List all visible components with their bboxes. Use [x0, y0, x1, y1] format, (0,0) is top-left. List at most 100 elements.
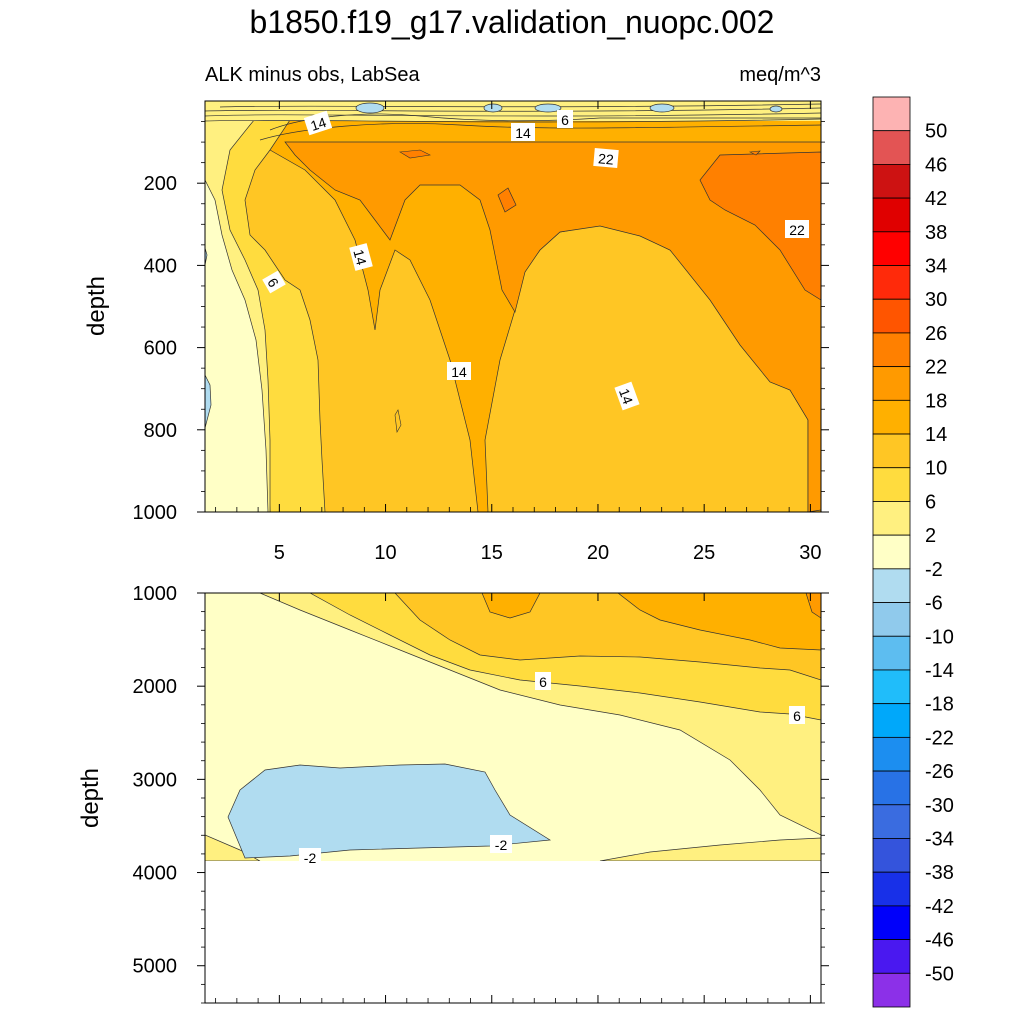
upper-band-minus2-2: [205, 179, 269, 512]
colorbar-swatch: [872, 197, 911, 233]
colorbar-swatch: [872, 534, 911, 570]
colorbar-swatch: [872, 838, 911, 873]
colorbar-level-label: -22: [925, 727, 954, 749]
upper-contour-labels: 14 14 6 22 22 14 6 14 14: [262, 110, 809, 411]
colorbar-level-label: 30: [925, 289, 947, 311]
lower-y-tick-label: 3000: [133, 769, 178, 791]
colorbar-level-label: 26: [925, 323, 947, 345]
colorbar-level-label: 14: [925, 424, 947, 446]
upper-contour-label: 14: [616, 386, 636, 406]
colorbar-level-label: -34: [925, 828, 954, 850]
lower-band-2-6-bottom-right: [599, 837, 821, 861]
lower-contour-label: -2: [495, 837, 508, 853]
upper-x-tick-label: 25: [693, 542, 715, 564]
upper-contour-label: 14: [308, 114, 328, 134]
lower-panel: 1000 2000 3000 4000 5000 6 6 -2 -2 depth: [77, 583, 829, 1004]
colorbar-swatch: [872, 231, 911, 266]
colorbar-swatch: [872, 501, 911, 536]
upper-band-22-26-patch: [497, 187, 517, 213]
colorbar-level-label: 42: [925, 188, 947, 210]
colorbar-swatch: [872, 972, 911, 1008]
upper-x-tick-label: 20: [587, 542, 609, 564]
upper-axis-ticks: 5 10 15 20 25 30 200 400 600 800 1000: [133, 101, 829, 564]
upper-y-tick-label: 400: [144, 255, 177, 277]
lower-band-14-18: [481, 593, 541, 619]
colorbar-swatch: [872, 96, 911, 132]
upper-x-tick-label: 10: [374, 542, 396, 564]
upper-panel: 5 10 15 20 25 30 200 400 600 800 1000 14 14 6 22 2…: [83, 100, 829, 564]
colorbar-level-label: 6: [925, 491, 936, 513]
lower-contour-label: 6: [793, 708, 801, 724]
upper-ylabel: depth: [83, 276, 110, 336]
upper-surface-layer: [205, 101, 821, 433]
lower-ylabel: depth: [77, 768, 104, 828]
upper-x-tick-label: 5: [274, 542, 285, 564]
colorbar-swatch: [872, 804, 911, 839]
colorbar-swatch: [872, 669, 911, 705]
chart-title: b1850.f19_g17.validation_nuopc.002: [249, 4, 775, 40]
colorbar-swatch: [872, 939, 911, 974]
colorbar-level-label: -10: [925, 626, 954, 648]
colorbar: 50 46 42 38 34 30 26 22 18 14 10 6 2 -2 -6 -10 -14 -18 -22…: [872, 96, 954, 1008]
lower-band-14-18-right: [617, 593, 821, 651]
colorbar-swatch: [872, 433, 911, 469]
colorbar-swatch: [872, 298, 911, 334]
colorbar-level-label: -38: [925, 862, 954, 884]
upper-contour-label: 14: [350, 248, 370, 267]
colorbar-swatch: [872, 265, 911, 300]
colorbar-level-label: 10: [925, 458, 947, 480]
upper-band-18-22: [284, 141, 821, 512]
chart-subtitle-units: meq/m^3: [739, 64, 821, 86]
colorbar-swatch: [872, 905, 911, 940]
colorbar-level-label: -14: [925, 660, 954, 682]
upper-contour-label: 22: [789, 222, 805, 238]
lower-band-18-22: [805, 593, 821, 619]
chart-subtitle-variable: ALK minus obs, LabSea: [205, 64, 420, 86]
upper-band-22-26: [699, 151, 821, 301]
colorbar-swatch: [872, 736, 911, 772]
upper-x-tick-label: 30: [799, 542, 821, 564]
colorbar-swatch: [872, 871, 911, 907]
colorbar-level-label: 2: [925, 525, 936, 547]
upper-contour-label: 14: [515, 125, 531, 141]
lower-y-tick-label: 2000: [133, 676, 178, 698]
lower-contour-label: 6: [539, 674, 547, 690]
colorbar-swatch: [872, 467, 911, 502]
lower-axis-ticks: 1000 2000 3000 4000 5000: [133, 583, 829, 1004]
colorbar-level-label: -42: [925, 896, 954, 918]
colorbar-level-label: 50: [925, 121, 947, 143]
lower-contour-labels: 6 6 -2 -2: [299, 672, 805, 866]
lower-y-tick-label: 1000: [133, 583, 178, 605]
colorbar-level-label: 38: [925, 222, 947, 244]
upper-y-tick-label: 1000: [133, 502, 178, 524]
colorbar-swatch: [872, 635, 911, 671]
colorbar-level-label: -18: [925, 694, 954, 716]
colorbar-swatch: [872, 568, 911, 603]
colorbar-level-label: -30: [925, 795, 954, 817]
colorbar-swatch: [872, 770, 911, 806]
colorbar-swatch: [872, 399, 911, 435]
lower-y-tick-label: 5000: [133, 956, 178, 978]
colorbar-level-label: -2: [925, 559, 943, 581]
upper-contour-field: [205, 101, 821, 512]
lower-band-minus6-minus2: [227, 763, 552, 859]
upper-contour-label: 6: [561, 112, 569, 128]
colorbar-swatch: [872, 130, 911, 165]
colorbar-level-label: -46: [925, 930, 954, 952]
upper-y-tick-label: 200: [144, 173, 177, 195]
lower-contour-field: [205, 593, 821, 861]
upper-band-minus6-minus2-a: [205, 374, 212, 429]
colorbar-level-label: -6: [925, 593, 943, 615]
colorbar-level-label: 22: [925, 357, 947, 379]
colorbar-level-label: 46: [925, 154, 947, 176]
colorbar-level-label: -26: [925, 761, 954, 783]
colorbar-level-label: 18: [925, 390, 947, 412]
colorbar-swatch: [872, 164, 911, 199]
lower-y-tick-label: 4000: [133, 863, 178, 885]
lower-contour-label: -2: [304, 850, 317, 866]
upper-y-tick-label: 800: [144, 420, 177, 442]
upper-contour-label: 14: [451, 364, 467, 380]
upper-y-tick-label: 600: [144, 338, 177, 360]
colorbar-swatch: [872, 366, 911, 401]
